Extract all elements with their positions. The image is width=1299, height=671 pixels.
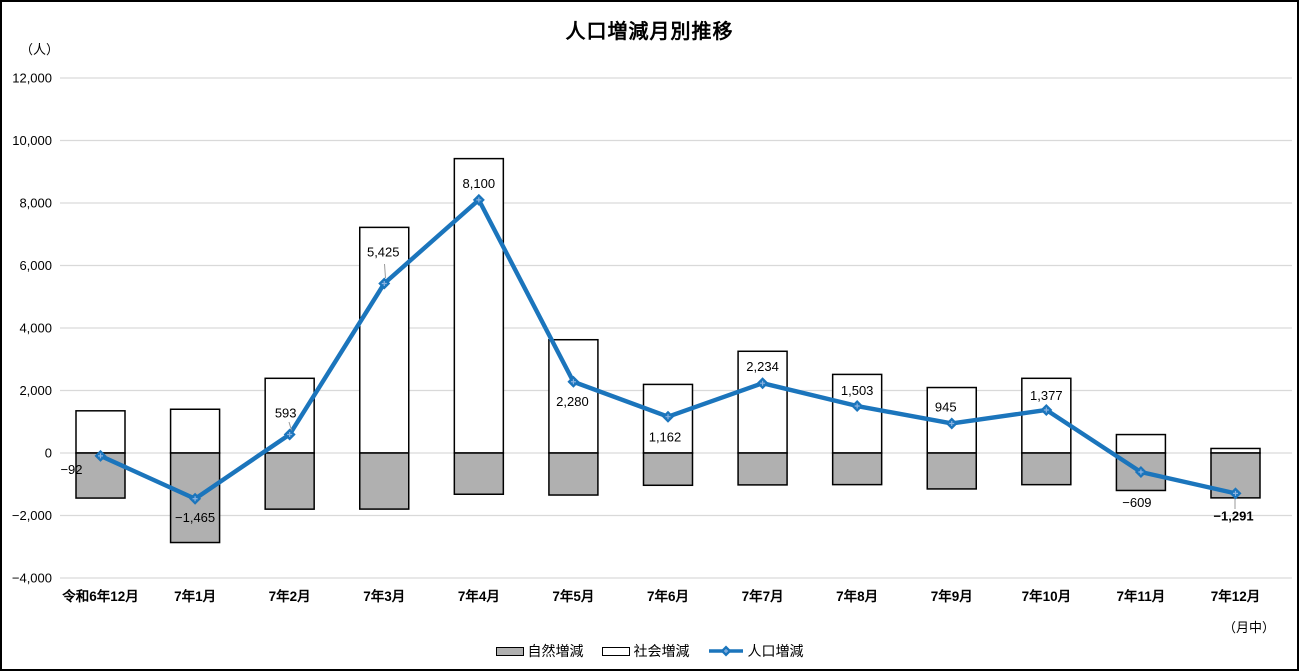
line-marker-cross-icon	[98, 453, 103, 459]
bar-natural-change	[264, 452, 315, 510]
social-change-swatch-icon	[601, 646, 630, 656]
bar-natural-change	[548, 452, 599, 496]
bar-natural-change	[1021, 452, 1072, 486]
legend-item-population-change: 人口増減	[708, 641, 804, 661]
bar-natural-change	[75, 452, 126, 499]
bar-social-change	[264, 377, 315, 454]
y-tick-label: 12,000	[12, 71, 52, 86]
legend-label-population-change: 人口増減	[747, 643, 804, 659]
bar-natural-change	[453, 452, 505, 495]
y-tick-label: 6,000	[19, 258, 52, 273]
data-label: −92	[60, 462, 82, 477]
bar-social-change	[75, 410, 126, 454]
y-axis-unit-label: （人）	[20, 42, 60, 57]
x-axis-label: 7年9月	[931, 588, 973, 604]
y-tick-label: 0	[45, 446, 52, 461]
y-tick-label: 10,000	[12, 133, 52, 148]
x-axis-label: 7年5月	[552, 588, 594, 604]
line-marker-cross-icon	[287, 431, 293, 437]
data-label: 945	[935, 399, 957, 414]
legend-label-natural-change: 自然増減	[527, 643, 584, 659]
bar-social-change	[453, 157, 505, 454]
legend-item-social-change: 社会増減	[601, 641, 690, 661]
bar-natural-change	[926, 452, 977, 490]
x-axis-label: 7年11月	[1117, 588, 1166, 604]
line-marker-cross-icon	[1138, 469, 1144, 475]
bar-natural-change	[642, 452, 694, 487]
y-tick-label: 4,000	[19, 321, 52, 336]
line-marker-cross-icon	[476, 197, 482, 203]
bar-social-change	[1115, 433, 1167, 454]
data-label: 1,377	[1030, 388, 1063, 403]
line-marker-cross-icon	[570, 379, 576, 385]
line-marker-cross-icon	[949, 420, 955, 426]
bar-natural-change	[831, 452, 883, 486]
data-label: 5,425	[367, 244, 400, 259]
legend-item-natural-change: 自然増減	[495, 641, 584, 661]
y-tick-label: −2,000	[12, 508, 52, 523]
line-marker-cross-icon	[381, 280, 387, 286]
data-label: 8,100	[463, 176, 496, 191]
chart-legend: 自然増減 社会増減 人口増減	[2, 641, 1297, 661]
y-tick-label: −4,000	[12, 571, 52, 586]
y-tick-label: 8,000	[19, 196, 52, 211]
data-label: −609	[1122, 495, 1151, 510]
bar-natural-change	[358, 452, 410, 510]
bar-social-change	[358, 226, 410, 454]
y-tick-label: 2,000	[19, 383, 52, 398]
data-label: −1,465	[175, 510, 215, 525]
bar-social-change	[737, 350, 788, 454]
bar-social-change	[548, 338, 599, 454]
bar-social-change	[831, 373, 883, 454]
x-axis-label: 7年2月	[269, 588, 311, 604]
label-leader-line	[384, 263, 386, 279]
x-axis-label: 7年3月	[363, 588, 405, 604]
data-label: 1,503	[841, 383, 874, 398]
x-axis-label: 令和6年12月	[61, 588, 139, 604]
line-marker-cross-icon	[1043, 407, 1049, 413]
x-axis-label: 7年7月	[742, 588, 784, 604]
bar-social-change	[169, 408, 221, 454]
population-change-line-swatch-icon	[708, 645, 743, 657]
data-label: 2,234	[746, 359, 779, 374]
line-marker-cross-icon	[1233, 490, 1238, 496]
chart-title: 人口増減月別推移	[565, 21, 734, 43]
data-label: 1,162	[649, 430, 682, 445]
x-axis-label: 7年1月	[174, 588, 216, 604]
data-label: 2,280	[556, 394, 589, 409]
x-axis-label: 7年12月	[1211, 588, 1261, 604]
x-axis-label: 7年6月	[647, 588, 689, 604]
line-marker-cross-icon	[854, 403, 860, 409]
line-marker-cross-icon	[760, 380, 766, 386]
x-axis-label: 7年4月	[458, 588, 500, 604]
bar-natural-change	[737, 452, 788, 486]
data-label: 593	[275, 405, 297, 420]
line-marker-cross-icon	[665, 414, 671, 420]
line-marker-cross-icon	[192, 496, 198, 502]
x-axis-label: 7年8月	[836, 588, 878, 604]
natural-change-swatch-icon	[495, 646, 524, 656]
data-label: −1,291	[1213, 508, 1253, 523]
x-axis-label: 7年10月	[1022, 588, 1072, 604]
legend-label-social-change: 社会増減	[633, 643, 690, 659]
x-axis-unit-label: （月中）	[1222, 620, 1275, 635]
